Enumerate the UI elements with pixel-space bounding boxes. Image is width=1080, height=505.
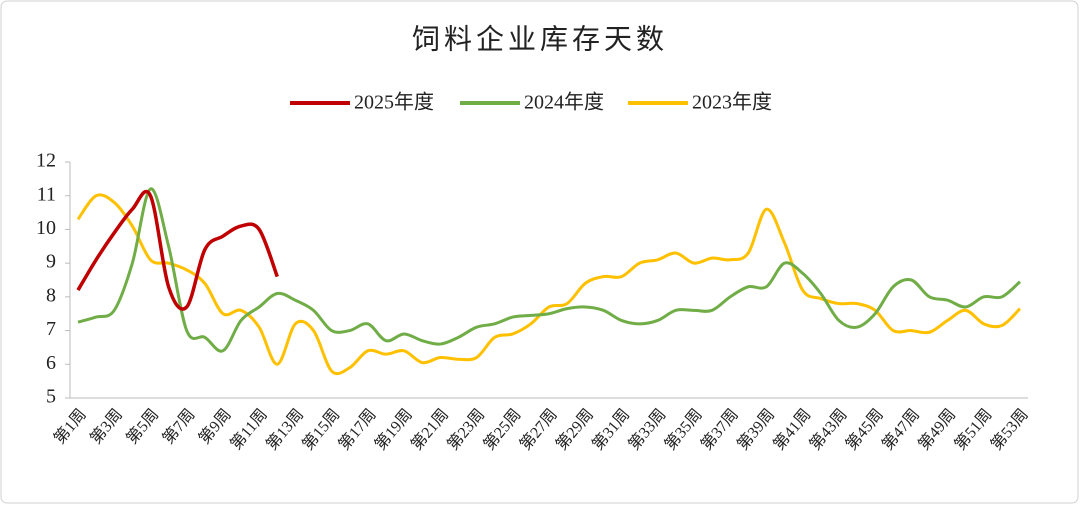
series-line	[76, 189, 279, 311]
chart-title: 饲料企业库存天数	[412, 23, 668, 55]
legend-label: 2024年度	[524, 91, 604, 114]
y-tick-label: 6	[46, 352, 56, 374]
y-tick-label: 11	[37, 183, 56, 205]
legend-label: 2025年度	[354, 91, 434, 114]
y-tick-label: 10	[36, 217, 56, 239]
y-tick-label: 12	[36, 150, 56, 172]
y-tick-label: 5	[46, 386, 56, 408]
y-tick-label: 7	[46, 318, 56, 340]
series-line	[77, 187, 1022, 353]
series-line	[76, 193, 1022, 376]
y-tick-label: 8	[46, 284, 56, 306]
y-tick-label: 9	[46, 251, 56, 273]
legend-label: 2023年度	[692, 91, 772, 114]
